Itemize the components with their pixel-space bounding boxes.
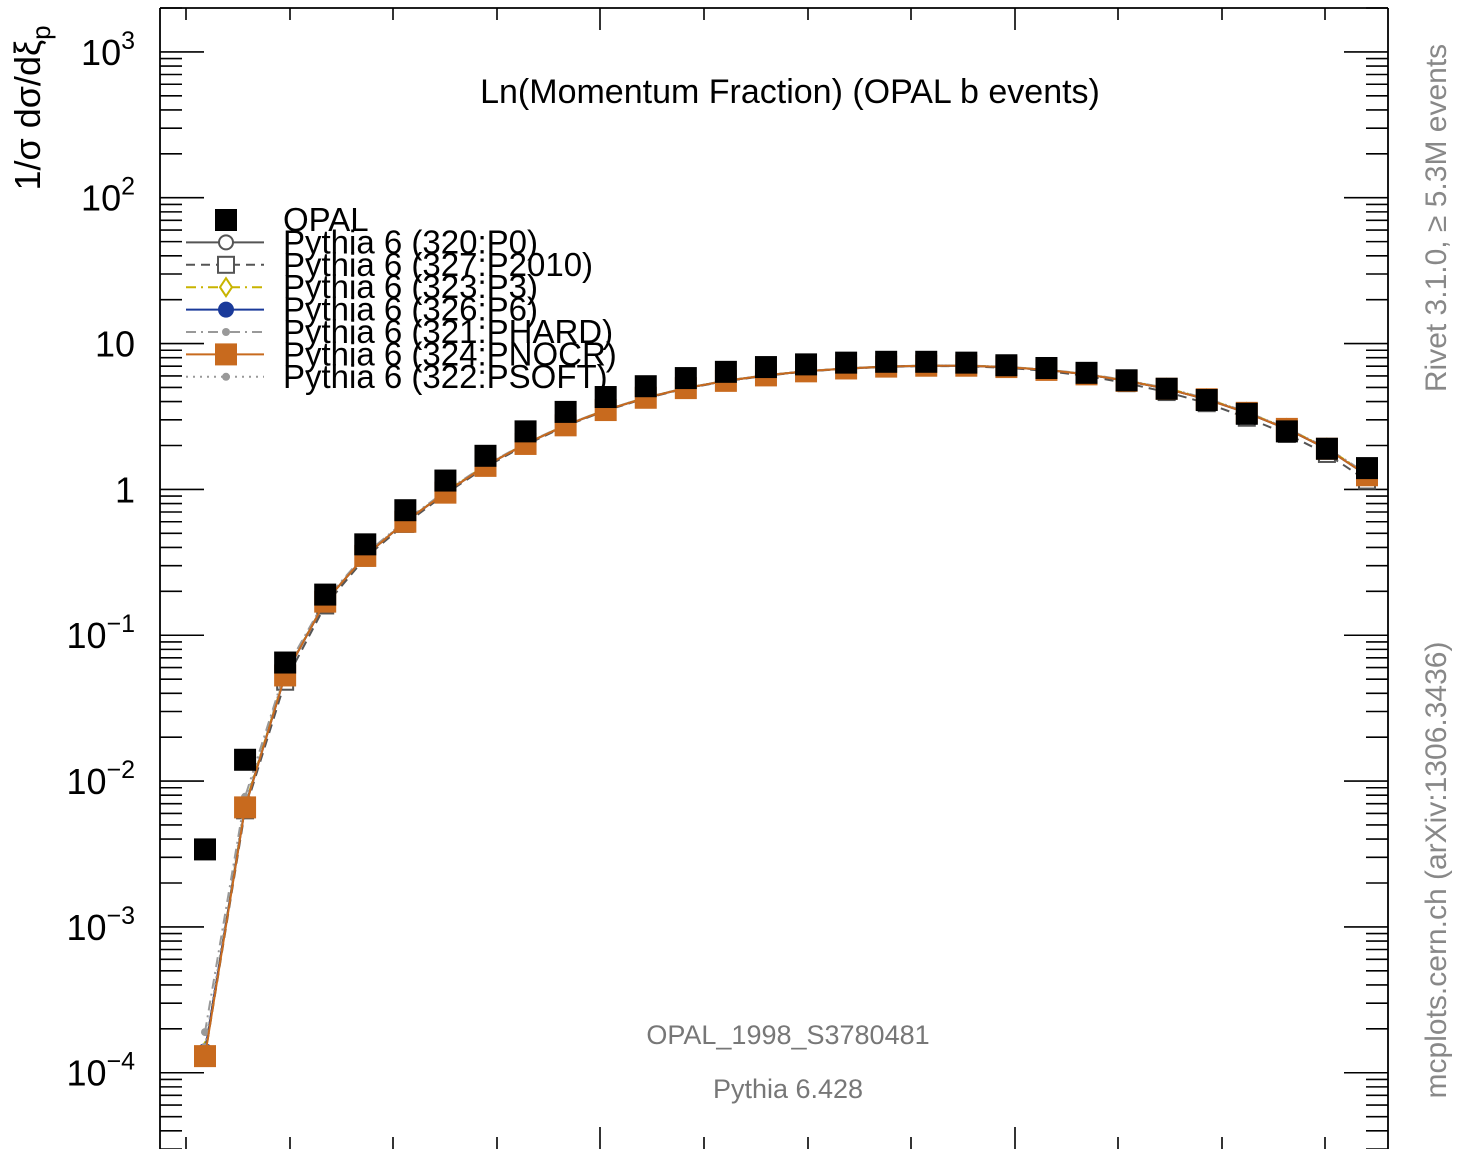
- data-point: [995, 354, 1018, 377]
- data-point: [1155, 377, 1178, 400]
- y-tick-label: 10−1: [66, 610, 135, 656]
- legend-label: Pythia 6 (321:PHARD): [283, 313, 613, 350]
- series-5: [197, 357, 1375, 1060]
- data-point: [1315, 437, 1338, 460]
- y-tick-label: 10: [95, 324, 135, 365]
- series-6: [201, 361, 1371, 1037]
- data-point: [835, 351, 858, 374]
- data-point: [194, 838, 216, 861]
- series-1: [194, 350, 1378, 861]
- data-point: [514, 420, 537, 443]
- data-point: [594, 386, 617, 409]
- data-point: [674, 367, 697, 390]
- data-point: [234, 796, 257, 819]
- legend-marker: [218, 301, 234, 318]
- chart-title: Ln(Momentum Fraction) (OPAL b events): [480, 73, 1100, 111]
- series-8: [201, 361, 1371, 1052]
- data-point: [474, 444, 497, 467]
- data-point: [201, 1028, 209, 1037]
- legend-label: Pythia 6 (323:P3): [283, 268, 538, 305]
- data-point: [1035, 356, 1058, 379]
- site-label: mcplots.cern.ch (arXiv:1306.3436): [1420, 642, 1453, 1099]
- y-tick-label: 1: [115, 469, 135, 510]
- y-tick-label: 102: [81, 173, 135, 219]
- legend-label: Pythia 6 (327:P2010): [283, 246, 593, 283]
- legend-marker: [215, 209, 237, 231]
- series-line: [204, 364, 1368, 1057]
- data-point: [194, 1045, 216, 1068]
- series-2: [197, 357, 1375, 1060]
- legend-label: Pythia 6 (320:P0): [283, 223, 538, 260]
- data-point: [634, 375, 657, 398]
- data-point: [554, 400, 577, 423]
- data-point: [754, 356, 777, 379]
- series-line: [204, 364, 1368, 1048]
- data-point: [1115, 369, 1138, 392]
- data-point: [394, 499, 417, 522]
- series-3: [196, 356, 1376, 1066]
- y-axis-label: 1/σ dσ/dξp: [7, 25, 56, 190]
- y-tick-label: 103: [81, 27, 135, 73]
- series-7: [194, 354, 1378, 1068]
- series-group: [194, 350, 1378, 1068]
- legend-label: OPAL: [283, 201, 369, 238]
- data-point: [234, 748, 257, 771]
- legend-marker: [218, 276, 234, 299]
- data-point: [875, 350, 898, 373]
- data-point: [1235, 402, 1258, 425]
- x-axis: [185, 8, 1326, 1149]
- data-point: [714, 360, 737, 383]
- legend-marker: [222, 328, 230, 336]
- data-point: [274, 651, 297, 674]
- y-tick-label: 10−2: [66, 756, 135, 802]
- legend-marker: [217, 255, 235, 274]
- data-point: [1275, 420, 1298, 443]
- legend-marker: [218, 234, 234, 251]
- data-point: [1356, 457, 1378, 480]
- y-tick-label: 10−3: [66, 902, 135, 948]
- series-line: [204, 364, 1368, 1057]
- series-line: [204, 364, 1368, 1052]
- legend-marker: [215, 343, 237, 366]
- data-point: [1075, 361, 1098, 384]
- series-line: [204, 364, 1368, 1052]
- rivet-label: Rivet 3.1.0, ≥ 5.3M events: [1420, 44, 1453, 392]
- data-point: [1195, 389, 1218, 412]
- legend-label: Pythia 6 (324:PNOCR): [283, 335, 617, 372]
- data-point: [915, 350, 938, 373]
- data-point: [434, 469, 457, 492]
- data-point: [795, 353, 818, 376]
- series-4: [197, 354, 1375, 1063]
- series-line: [204, 364, 1368, 1052]
- series-line: [204, 364, 1368, 1033]
- generator-label: Pythia 6.428: [713, 1074, 863, 1104]
- y-axis: 10−4 10−3 10−2 10−1 1 10 102 103: [66, 7, 1388, 1149]
- data-point: [354, 533, 377, 556]
- data-point: [314, 583, 337, 606]
- legend-label: Pythia 6 (326:P6): [283, 291, 538, 328]
- y-tick-label: 10−4: [66, 1048, 135, 1094]
- legend-marker: [222, 372, 230, 381]
- analysis-label: OPAL_1998_S3780481: [646, 1020, 929, 1050]
- data-point: [955, 351, 978, 374]
- legend-label: Pythia 6 (322:PSOFT): [283, 358, 608, 395]
